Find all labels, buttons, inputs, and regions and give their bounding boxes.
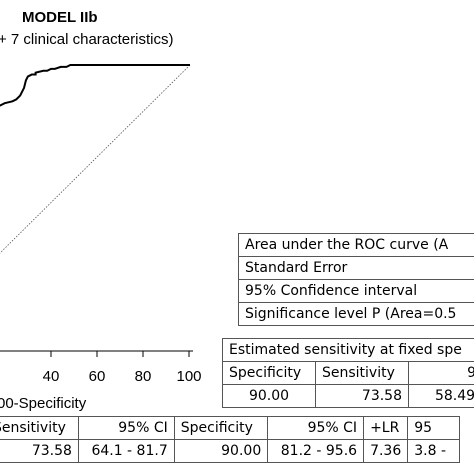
header-specificity: Specificity: [173, 416, 269, 440]
plot-area: [0, 64, 191, 254]
roc-curve-line: [0, 64, 190, 107]
header-sensitivity: Sensitivity: [315, 361, 409, 385]
header-ci-1: 95% CI: [77, 416, 175, 440]
header-specificity: Specificity: [222, 361, 316, 385]
cell-sensitivity: 73.58: [0, 439, 79, 463]
cell-ci-1: 64.1 - 81.7: [77, 439, 175, 463]
x-tick-label: 100: [176, 368, 201, 385]
significance-label: Significance level P (Area=0.5: [238, 302, 474, 326]
cell-specificity: 90.00: [222, 384, 316, 408]
area-under-curve-label: Area under the ROC curve (A: [238, 233, 474, 257]
x-tick-label: 60: [89, 368, 106, 385]
table-row: Sensitivity 95% CI Specificity 95% CI +L…: [0, 416, 460, 440]
standard-error-label: Standard Error: [238, 256, 474, 280]
chart-subtitle: + 7 clinical characteristics): [0, 31, 173, 48]
header-lr: +LR: [363, 416, 409, 440]
sensitivity-table: Estimated sensitivity at fixed spe Speci…: [222, 338, 474, 408]
table-row: 95% Confidence interval: [238, 279, 474, 303]
cell-95: 3.8 -: [407, 439, 460, 463]
cell-ci-2: 81.2 - 95.6: [267, 439, 365, 463]
summary-table: Sensitivity 95% CI Specificity 95% CI +L…: [0, 416, 460, 463]
cell-sensitivity: 73.58: [315, 384, 409, 408]
table-row: Standard Error: [238, 256, 474, 280]
reference-diagonal-line: [0, 64, 191, 254]
cell-specificity: 90.00: [173, 439, 269, 463]
header-sensitivity: Sensitivity: [0, 416, 79, 440]
table-row: Area under the ROC curve (A: [238, 233, 474, 257]
cell-95: 58.49 t: [408, 384, 474, 408]
cell-lr: 7.36: [363, 439, 409, 463]
header-95: 95: [408, 361, 474, 385]
header-95: 95: [407, 416, 460, 440]
table-row: Specificity Sensitivity 95: [222, 361, 474, 385]
x-axis-ticks: 40 60 80 100: [43, 351, 202, 385]
table-row: Significance level P (Area=0.5: [238, 302, 474, 326]
confidence-interval-label: 95% Confidence interval: [238, 279, 474, 303]
table-row: Estimated sensitivity at fixed spe: [222, 338, 474, 362]
area-table: Area under the ROC curve (A Standard Err…: [238, 233, 474, 326]
sensitivity-table-title: Estimated sensitivity at fixed spe: [222, 338, 474, 362]
table-row: 73.58 64.1 - 81.7 90.00 81.2 - 95.6 7.36…: [0, 439, 460, 463]
chart-title: MODEL IIb: [22, 9, 98, 26]
x-axis-label: 00-Specificity: [0, 395, 87, 412]
x-tick-label: 40: [43, 368, 60, 385]
header-ci-2: 95% CI: [267, 416, 365, 440]
table-row: 90.00 73.58 58.49 t: [222, 384, 474, 408]
x-tick-label: 80: [135, 368, 152, 385]
